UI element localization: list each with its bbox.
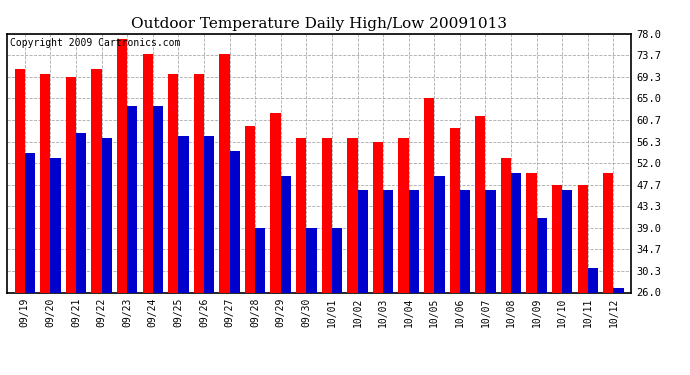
Text: Copyright 2009 Cartronics.com: Copyright 2009 Cartronics.com xyxy=(10,38,180,48)
Bar xyxy=(347,138,357,375)
Bar xyxy=(332,228,342,375)
Bar xyxy=(127,106,137,375)
Bar xyxy=(270,113,281,375)
Bar xyxy=(25,153,35,375)
Bar xyxy=(117,39,127,375)
Bar xyxy=(14,69,25,375)
Bar xyxy=(152,106,163,375)
Bar xyxy=(296,138,306,375)
Bar xyxy=(50,158,61,375)
Bar xyxy=(460,190,470,375)
Bar xyxy=(91,69,101,375)
Bar xyxy=(255,228,266,375)
Bar xyxy=(76,133,86,375)
Bar xyxy=(383,190,393,375)
Bar xyxy=(511,173,522,375)
Bar xyxy=(357,190,368,375)
Bar xyxy=(434,176,444,375)
Bar xyxy=(475,116,486,375)
Bar xyxy=(219,54,230,375)
Bar xyxy=(66,77,76,375)
Bar xyxy=(501,158,511,375)
Bar xyxy=(143,54,152,375)
Bar xyxy=(552,184,562,375)
Bar xyxy=(230,151,240,375)
Bar xyxy=(373,142,383,375)
Bar xyxy=(101,138,112,375)
Bar xyxy=(613,288,624,375)
Bar xyxy=(281,176,291,375)
Bar xyxy=(168,74,179,375)
Bar xyxy=(306,228,317,375)
Bar xyxy=(408,190,419,375)
Bar xyxy=(486,190,495,375)
Bar xyxy=(322,138,332,375)
Bar xyxy=(603,173,613,375)
Bar xyxy=(245,126,255,375)
Bar xyxy=(578,184,588,375)
Bar xyxy=(40,74,50,375)
Bar xyxy=(204,136,214,375)
Bar xyxy=(398,138,408,375)
Bar xyxy=(194,74,204,375)
Bar xyxy=(588,268,598,375)
Bar xyxy=(424,99,434,375)
Title: Outdoor Temperature Daily High/Low 20091013: Outdoor Temperature Daily High/Low 20091… xyxy=(131,17,507,31)
Bar xyxy=(562,190,573,375)
Bar xyxy=(537,218,547,375)
Bar xyxy=(450,128,460,375)
Bar xyxy=(526,173,537,375)
Bar xyxy=(179,136,188,375)
